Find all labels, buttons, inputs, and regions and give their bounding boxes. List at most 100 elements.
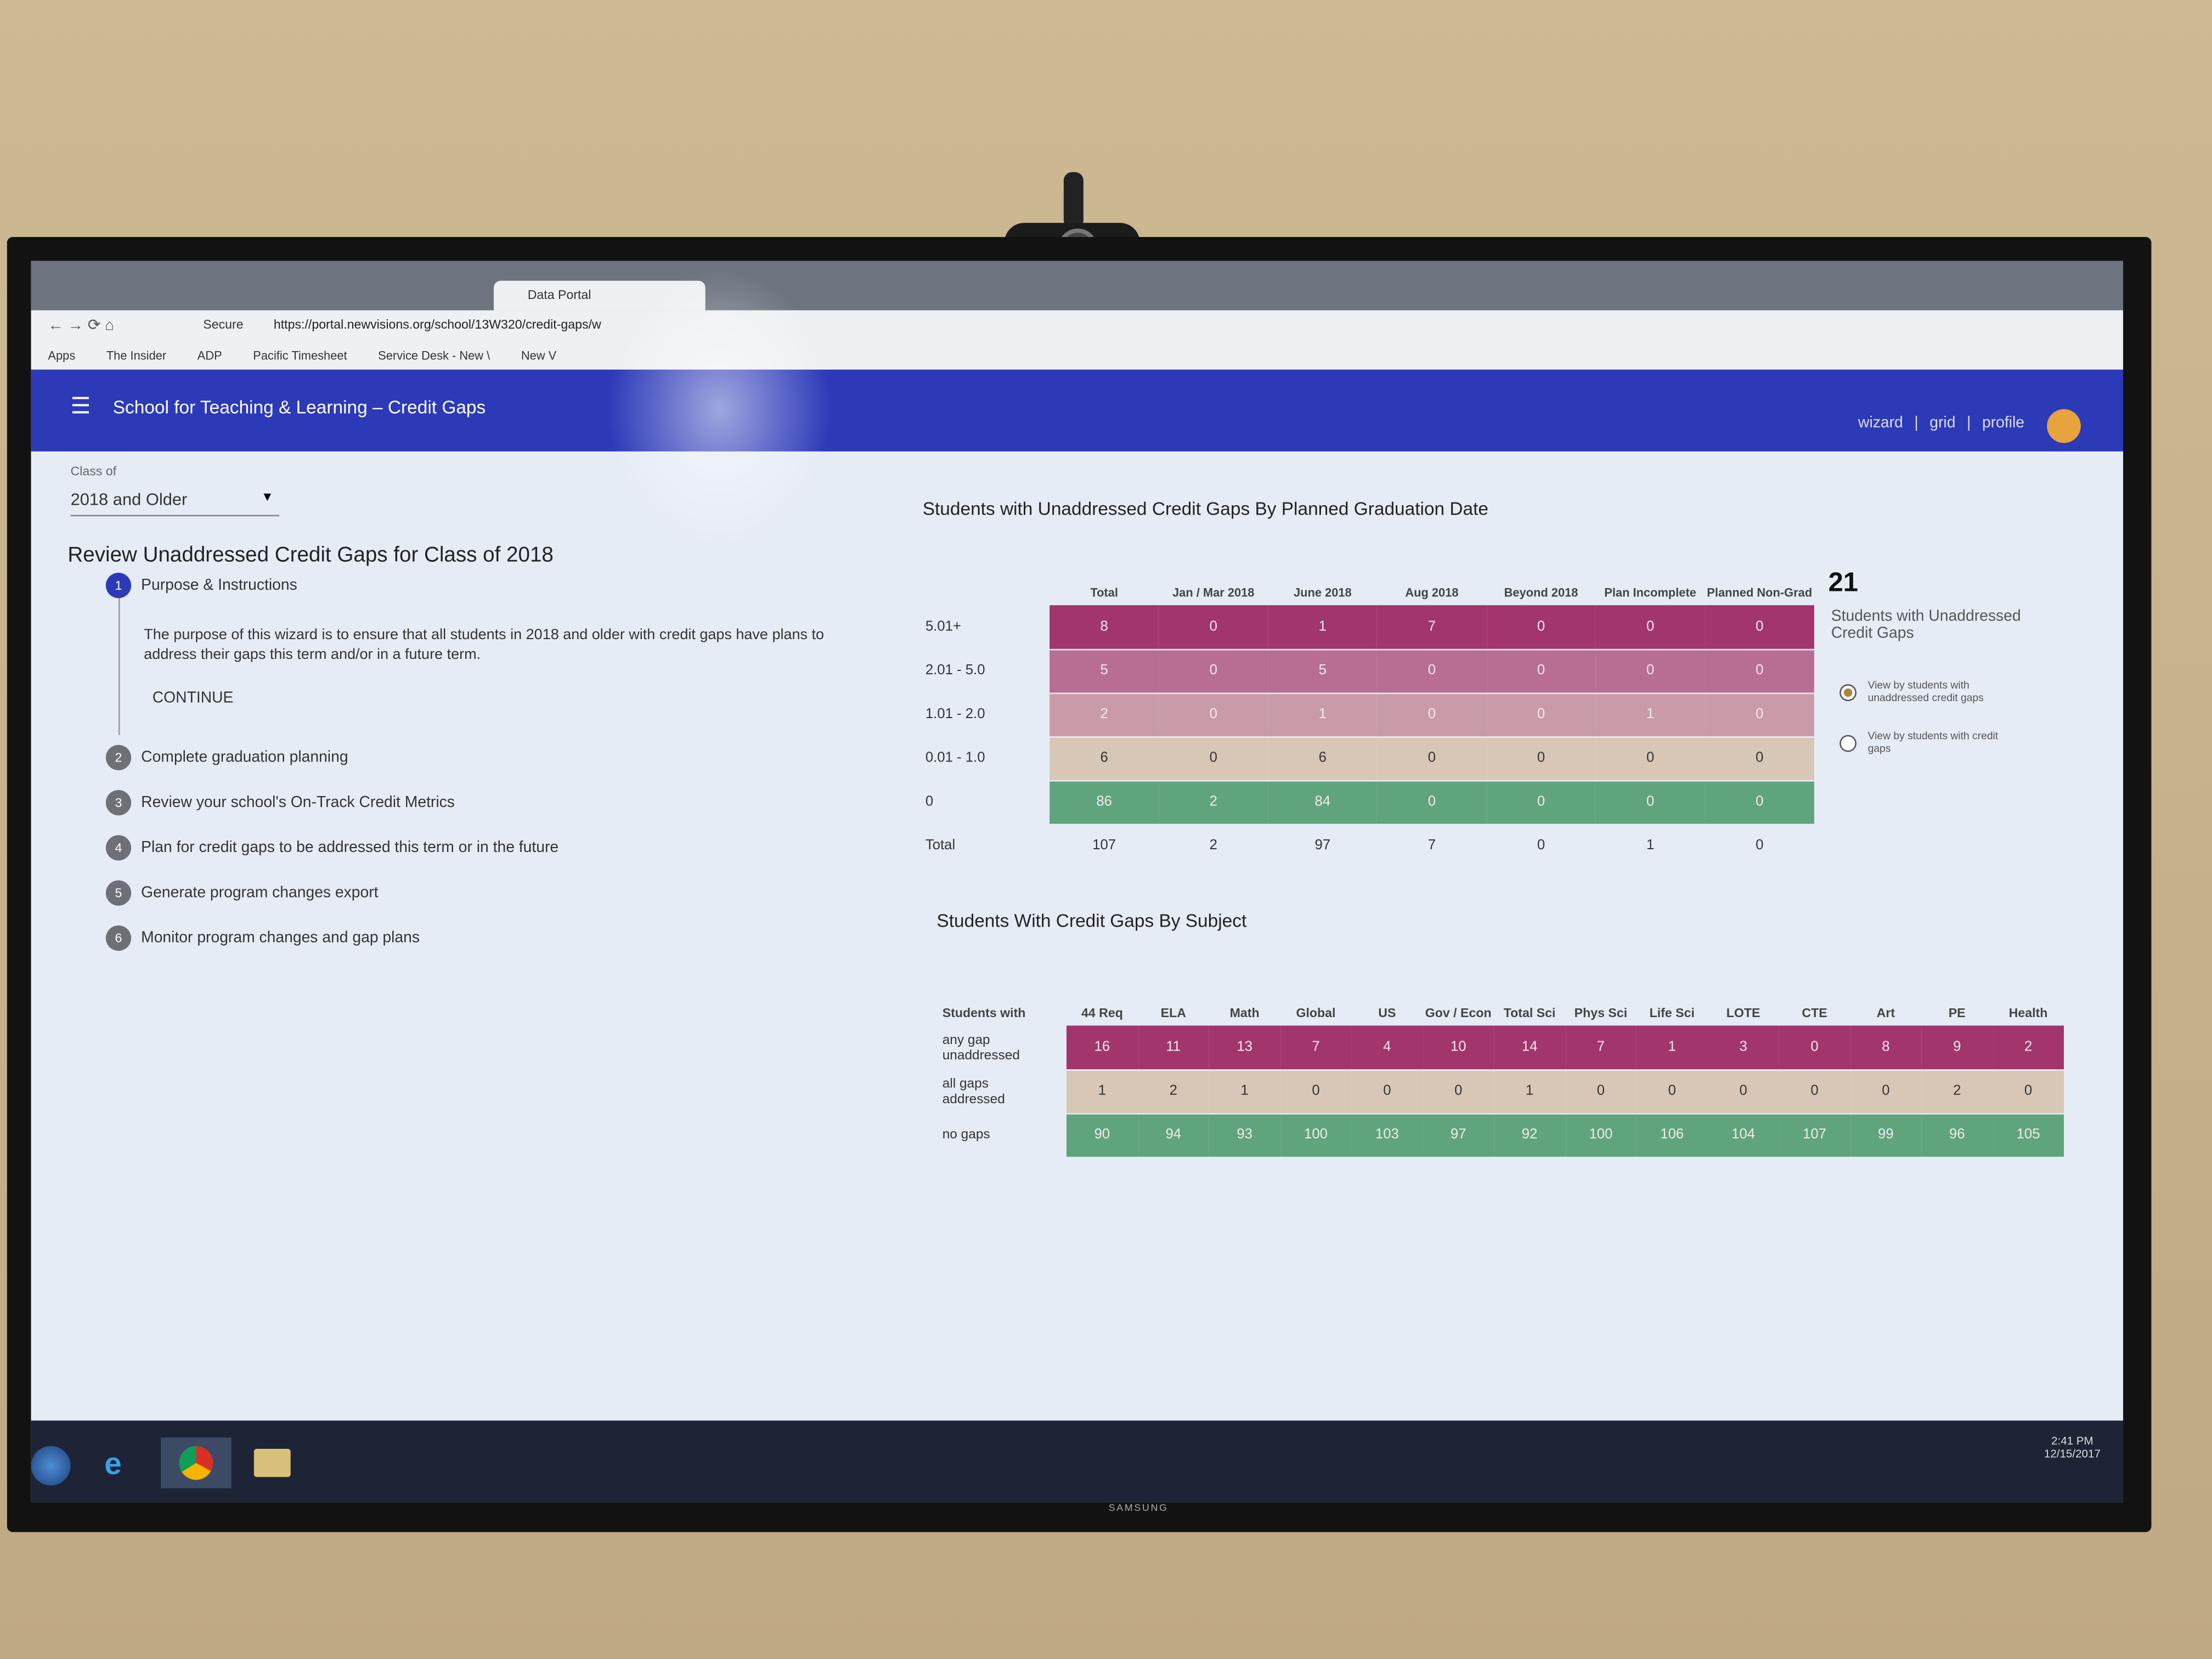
- data-cell[interactable]: 9: [1921, 1025, 1993, 1070]
- data-cell[interactable]: 1: [1494, 1069, 1565, 1114]
- data-cell[interactable]: 1: [1268, 692, 1378, 737]
- bookmark[interactable]: ADP: [197, 348, 222, 363]
- nav-link[interactable]: grid: [1929, 415, 1956, 432]
- profile-avatar[interactable]: [2047, 409, 2081, 443]
- step-label[interactable]: Monitor program changes and gap plans: [141, 929, 420, 947]
- data-cell[interactable]: 2: [1921, 1069, 1993, 1114]
- data-cell[interactable]: 0: [1377, 692, 1487, 737]
- data-cell[interactable]: 0: [1705, 648, 1814, 693]
- data-cell[interactable]: 1: [1066, 1069, 1138, 1114]
- data-cell[interactable]: 0: [1280, 1069, 1352, 1114]
- data-cell[interactable]: 0: [1595, 736, 1705, 781]
- bookmark[interactable]: Pacific Timesheet: [253, 348, 347, 363]
- radio-label[interactable]: View by students with unaddressed credit…: [1867, 678, 1984, 704]
- data-cell[interactable]: 99: [1850, 1113, 1922, 1158]
- chrome-icon[interactable]: [161, 1437, 232, 1488]
- data-cell[interactable]: 0: [1486, 648, 1596, 693]
- data-cell[interactable]: 2: [1049, 692, 1159, 737]
- data-cell[interactable]: 0: [1595, 605, 1705, 650]
- data-cell[interactable]: 0: [1159, 736, 1268, 781]
- data-cell[interactable]: 104: [1707, 1113, 1779, 1158]
- tab-title[interactable]: Data Portal: [527, 287, 591, 302]
- start-button[interactable]: [31, 1446, 71, 1486]
- data-cell[interactable]: 16: [1066, 1025, 1138, 1070]
- data-cell[interactable]: 84: [1268, 780, 1378, 825]
- data-cell[interactable]: 0: [1565, 1069, 1637, 1114]
- data-cell[interactable]: 3: [1707, 1025, 1779, 1070]
- radio[interactable]: [1839, 684, 1857, 701]
- data-cell[interactable]: 0: [1595, 780, 1705, 825]
- data-cell[interactable]: 14: [1494, 1025, 1565, 1070]
- data-cell[interactable]: 0: [1705, 780, 1814, 825]
- data-cell[interactable]: 105: [1993, 1113, 2064, 1158]
- data-cell[interactable]: 0: [1705, 692, 1814, 737]
- data-cell[interactable]: 107: [1779, 1113, 1850, 1158]
- continue-button[interactable]: CONTINUE: [152, 690, 234, 707]
- data-cell[interactable]: 0: [1159, 692, 1268, 737]
- data-cell[interactable]: 0: [1486, 780, 1596, 825]
- data-cell[interactable]: 0: [1486, 692, 1596, 737]
- data-cell[interactable]: 0: [1779, 1025, 1850, 1070]
- bookmark[interactable]: New V: [521, 348, 557, 363]
- data-cell[interactable]: 6: [1268, 736, 1378, 781]
- filter-select[interactable]: 2018 and Older ▼: [70, 487, 280, 517]
- data-cell[interactable]: 0: [1486, 736, 1596, 781]
- data-cell[interactable]: 97: [1423, 1113, 1494, 1158]
- data-cell[interactable]: 86: [1049, 780, 1159, 825]
- data-cell[interactable]: 0: [1705, 736, 1814, 781]
- data-cell[interactable]: 2: [1993, 1025, 2064, 1070]
- data-cell[interactable]: 0: [1486, 605, 1596, 650]
- data-cell[interactable]: 7: [1565, 1025, 1637, 1070]
- data-cell[interactable]: 1: [1209, 1069, 1280, 1114]
- data-cell[interactable]: 7: [1280, 1025, 1352, 1070]
- data-cell[interactable]: 90: [1066, 1113, 1138, 1158]
- bookmark[interactable]: Service Desk - New \: [378, 348, 490, 363]
- step-label[interactable]: Review your school's On-Track Credit Met…: [141, 794, 455, 811]
- nav-link[interactable]: profile: [1982, 415, 2024, 432]
- bookmark[interactable]: Apps: [48, 348, 76, 363]
- nav-link[interactable]: wizard: [1858, 415, 1903, 432]
- data-cell[interactable]: 100: [1565, 1113, 1637, 1158]
- data-cell[interactable]: 0: [1423, 1069, 1494, 1114]
- data-cell[interactable]: 96: [1921, 1113, 1993, 1158]
- data-cell[interactable]: 93: [1209, 1113, 1280, 1158]
- nav-icons[interactable]: ← → ⟳ ⌂: [48, 317, 115, 335]
- data-cell[interactable]: 106: [1636, 1113, 1708, 1158]
- data-cell[interactable]: 0: [1993, 1069, 2064, 1114]
- data-cell[interactable]: 0: [1159, 648, 1268, 693]
- step-label[interactable]: Generate program changes export: [141, 884, 379, 902]
- data-cell[interactable]: 0: [1159, 605, 1268, 650]
- data-cell[interactable]: 0: [1636, 1069, 1708, 1114]
- data-cell[interactable]: 11: [1137, 1025, 1209, 1070]
- data-cell[interactable]: 8: [1850, 1025, 1922, 1070]
- step-label[interactable]: Complete graduation planning: [141, 749, 348, 766]
- menu-icon[interactable]: ☰: [70, 395, 91, 419]
- data-cell[interactable]: 5: [1268, 648, 1378, 693]
- data-cell[interactable]: 100: [1280, 1113, 1352, 1158]
- data-cell[interactable]: 1: [1268, 605, 1378, 650]
- data-cell[interactable]: 1: [1636, 1025, 1708, 1070]
- data-cell[interactable]: 8: [1049, 605, 1159, 650]
- data-cell[interactable]: 92: [1494, 1113, 1565, 1158]
- data-cell[interactable]: 0: [1377, 736, 1487, 781]
- folder-icon[interactable]: [253, 1448, 291, 1477]
- data-cell[interactable]: 1: [1595, 692, 1705, 737]
- step-label[interactable]: Plan for credit gaps to be addressed thi…: [141, 839, 559, 856]
- data-cell[interactable]: 0: [1705, 605, 1814, 650]
- ie-icon[interactable]: e: [104, 1446, 122, 1481]
- data-cell[interactable]: 10: [1423, 1025, 1494, 1070]
- data-cell[interactable]: 0: [1779, 1069, 1850, 1114]
- bookmark[interactable]: The Insider: [106, 348, 167, 363]
- data-cell[interactable]: 13: [1209, 1025, 1280, 1070]
- data-cell[interactable]: 2: [1137, 1069, 1209, 1114]
- data-cell[interactable]: 103: [1351, 1113, 1423, 1158]
- data-cell[interactable]: 0: [1377, 648, 1487, 693]
- data-cell[interactable]: 0: [1351, 1069, 1423, 1114]
- data-cell[interactable]: 7: [1377, 605, 1487, 650]
- radio[interactable]: [1839, 735, 1857, 752]
- data-cell[interactable]: 2: [1159, 780, 1268, 825]
- data-cell[interactable]: 0: [1595, 648, 1705, 693]
- radio-label[interactable]: View by students with credit gaps: [1867, 729, 1999, 755]
- data-cell[interactable]: 0: [1377, 780, 1487, 825]
- step-label[interactable]: Purpose & Instructions: [141, 577, 297, 594]
